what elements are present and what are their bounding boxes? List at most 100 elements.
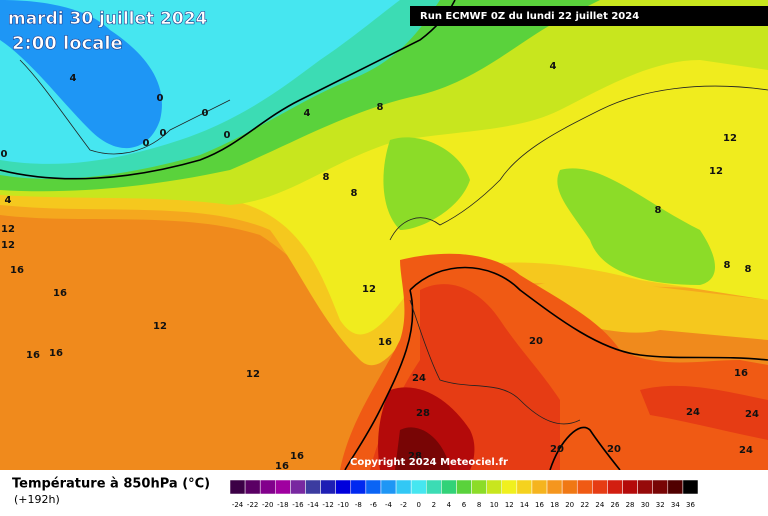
contour-label: 12 (362, 284, 376, 295)
color-bar-label: -2 (400, 501, 407, 509)
contour-label: 28 (416, 408, 430, 419)
color-bar-label: 30 (641, 501, 650, 509)
color-swatch (350, 479, 367, 495)
contour-label: 12 (723, 133, 737, 144)
contour-label: 16 (290, 451, 304, 462)
color-swatch (682, 479, 699, 495)
color-bar-label: -24 (232, 501, 244, 509)
contour-label: 12 (246, 369, 260, 380)
copyright: Copyright 2024 Meteociel.fr (350, 457, 508, 468)
color-bar-label: -16 (292, 501, 304, 509)
run-info: Run ECMWF 0Z du lundi 22 juillet 2024 (420, 11, 639, 22)
color-bar-label: 14 (520, 501, 529, 509)
contour-label: 24 (686, 407, 700, 418)
color-swatch (667, 479, 684, 495)
color-swatch (546, 479, 563, 495)
forecast-lead: (+192h) (14, 493, 60, 506)
color-bar-label: 34 (671, 501, 680, 509)
contour-label: 24 (739, 445, 753, 456)
map-field (0, 0, 768, 471)
contour-label: 8 (351, 188, 358, 199)
color-bar-label: -22 (247, 501, 258, 509)
color-swatch (456, 479, 472, 495)
color-swatch (290, 479, 306, 495)
color-swatch (652, 479, 669, 495)
color-bar-label: -14 (307, 501, 319, 509)
color-bar-label: -6 (370, 501, 378, 509)
color-swatch (229, 479, 246, 495)
map-time: 2:00 locale (12, 33, 123, 54)
contour-label: 20 (550, 444, 564, 455)
color-swatch (410, 479, 427, 495)
contour-label: 0 (224, 130, 231, 141)
color-bar-label: -20 (262, 501, 273, 509)
color-bar-label: 26 (611, 501, 620, 509)
contour-label: 24 (745, 409, 759, 420)
color-swatch (320, 479, 336, 495)
color-bar-label: -18 (277, 501, 288, 509)
color-swatch (441, 479, 457, 495)
contour-label: 8 (377, 102, 384, 113)
contour-label: 28 (408, 451, 422, 462)
color-bar-label: 36 (686, 501, 695, 509)
contour-label: 20 (607, 444, 621, 455)
color-swatch (531, 479, 548, 495)
contour-label: 16 (53, 288, 67, 299)
contour-label: 4 (550, 61, 557, 72)
color-swatch (561, 479, 578, 495)
color-bar-label: 6 (462, 501, 467, 509)
color-swatch (275, 479, 291, 495)
color-swatch (395, 479, 412, 495)
contour-label: 8 (655, 205, 662, 216)
color-swatch (576, 479, 593, 495)
color-bar-label: 12 (505, 501, 514, 509)
contour-label: 8 (323, 172, 330, 183)
contour-label: 4 (304, 108, 311, 119)
contour-label: 12 (1, 240, 15, 251)
contour-label: 8 (745, 264, 752, 275)
color-swatch (592, 479, 608, 495)
contour-label: 0 (160, 128, 167, 139)
color-bar-label: -4 (385, 501, 393, 509)
color-bar-label: 20 (565, 501, 574, 509)
color-bar-label: -10 (338, 501, 349, 509)
contour-label: 24 (412, 373, 426, 384)
color-swatch (516, 479, 533, 495)
color-bar-label: 8 (477, 501, 481, 509)
color-swatch (486, 479, 502, 495)
color-swatch (637, 479, 653, 495)
color-swatch (426, 479, 442, 495)
contour-label: 4 (70, 73, 77, 84)
color-bar-label: 2 (432, 501, 436, 509)
color-bar-label: 28 (626, 501, 635, 509)
contour-label: 0 (202, 108, 209, 119)
contour-label: 16 (734, 368, 748, 379)
contour-label: 4 (5, 195, 12, 206)
contour-label: 16 (378, 337, 392, 348)
map-date: mardi 30 juillet 2024 (8, 9, 208, 29)
color-bar-label: 16 (535, 501, 544, 509)
color-swatch (471, 479, 487, 495)
contour-label: 20 (529, 336, 543, 347)
color-bar-label: 0 (416, 501, 420, 509)
contour-label: 12 (709, 166, 723, 177)
color-swatch (501, 479, 518, 495)
color-swatch (607, 479, 623, 495)
color-bar: -24 -22 -20 -18 -16 -14 -12 -10 -8 -6 -4 -2 0 2 4 6 8 10 1… (229, 479, 699, 509)
contour-label: 16 (275, 461, 289, 472)
color-swatch (335, 479, 352, 495)
color-bar-label: -8 (355, 501, 362, 509)
contour-label: 0 (1, 149, 8, 160)
contour-label: 0 (157, 93, 164, 104)
color-swatch (622, 479, 638, 495)
contour-label: 16 (49, 348, 63, 359)
color-swatch (380, 479, 397, 495)
color-bar-label: 22 (580, 501, 589, 509)
color-swatch (365, 479, 382, 495)
contour-label: 12 (1, 224, 15, 235)
contour-label: 16 (26, 350, 40, 361)
contour-label: 16 (10, 265, 24, 276)
color-bar-label: 32 (656, 501, 665, 509)
